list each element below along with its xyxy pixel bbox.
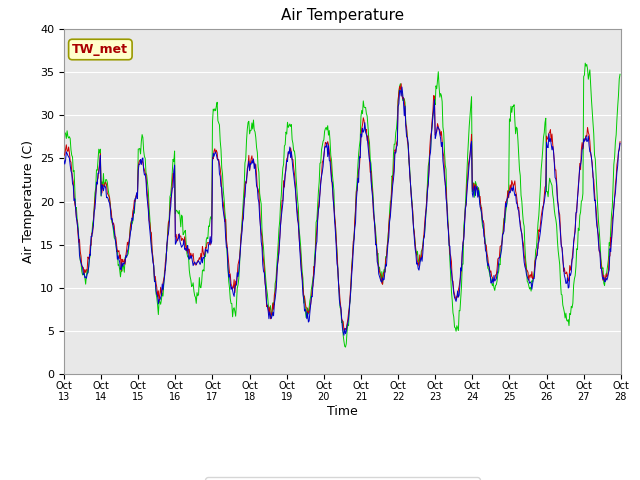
AM25T_PRT bbox=[581, 60, 589, 66]
AM25T_PRT bbox=[616, 72, 624, 77]
AirT bbox=[127, 227, 135, 232]
AirT bbox=[70, 198, 78, 204]
AirT bbox=[213, 156, 221, 162]
AirT bbox=[428, 132, 435, 137]
PanelT bbox=[616, 139, 624, 144]
Line: AM25T_PRT: AM25T_PRT bbox=[64, 63, 620, 347]
AirT bbox=[184, 243, 191, 249]
PanelT bbox=[397, 81, 405, 86]
AirT bbox=[616, 141, 624, 146]
PanelT bbox=[428, 130, 435, 135]
Text: TW_met: TW_met bbox=[72, 43, 129, 56]
AirT bbox=[340, 333, 348, 338]
AM25T_PRT bbox=[70, 168, 78, 173]
AM25T_PRT bbox=[410, 231, 418, 237]
PanelT bbox=[127, 219, 135, 225]
Line: PanelT: PanelT bbox=[64, 84, 620, 330]
Y-axis label: Air Temperature (C): Air Temperature (C) bbox=[22, 140, 35, 263]
PanelT bbox=[412, 240, 419, 246]
AM25T_PRT bbox=[60, 136, 68, 142]
AM25T_PRT bbox=[342, 344, 349, 350]
PanelT bbox=[340, 327, 348, 333]
PanelT bbox=[70, 194, 78, 200]
Title: Air Temperature: Air Temperature bbox=[281, 9, 404, 24]
AM25T_PRT bbox=[427, 147, 435, 153]
PanelT bbox=[213, 150, 221, 156]
AirT bbox=[60, 157, 68, 163]
Legend: PanelT, AirT, AM25T_PRT: PanelT, AirT, AM25T_PRT bbox=[205, 478, 479, 480]
AirT bbox=[412, 246, 419, 252]
Line: AirT: AirT bbox=[64, 87, 620, 336]
AirT bbox=[398, 84, 406, 90]
PanelT bbox=[60, 153, 68, 158]
AM25T_PRT bbox=[127, 218, 135, 224]
AM25T_PRT bbox=[213, 99, 221, 105]
PanelT bbox=[184, 251, 191, 256]
X-axis label: Time: Time bbox=[327, 405, 358, 418]
AM25T_PRT bbox=[184, 254, 191, 260]
